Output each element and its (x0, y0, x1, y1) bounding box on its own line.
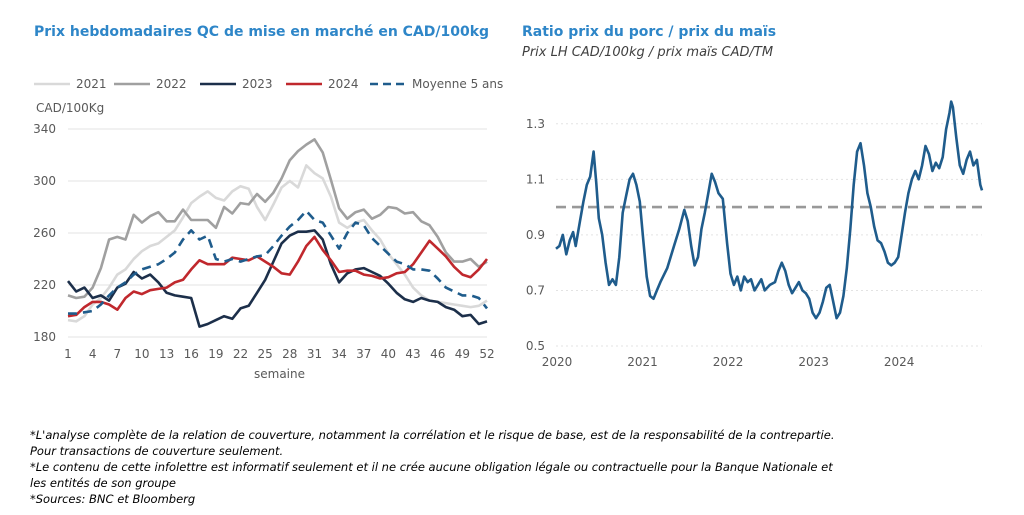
legend-label: 2022 (156, 77, 187, 91)
y-tick-label: 180 (33, 330, 56, 344)
x-tick-label: 16 (184, 347, 199, 361)
x-tick-label: 52 (479, 347, 494, 361)
series-line (555, 100, 984, 320)
x-tick-label: 10 (134, 347, 149, 361)
x-tick-label: 2023 (798, 355, 829, 369)
x-tick-label: 28 (282, 347, 297, 361)
footnote: *Le contenu de cette infolettre est info… (30, 460, 833, 474)
legend-label: Moyenne 5 ans (412, 77, 503, 91)
y-axis-label: CAD/100Kg (36, 101, 104, 115)
chart2-subtitle: Prix LH CAD/100kg / prix maïs CAD/TM (522, 45, 774, 60)
x-tick-label: 40 (381, 347, 396, 361)
series-line (68, 209, 489, 315)
x-tick-label: 25 (258, 347, 273, 361)
x-tick-label: 34 (331, 347, 346, 361)
x-tick-label: 19 (208, 347, 223, 361)
series-line (67, 235, 489, 318)
footnotes: *L'analyse complète de la relation de co… (30, 427, 990, 507)
x-tick-label: 49 (455, 347, 470, 361)
x-tick-label: 7 (113, 347, 121, 361)
y-tick-label: 0.9 (526, 228, 545, 242)
y-tick-label: 1.3 (526, 117, 545, 131)
chart1-title: Prix hebdomadaires QC de mise en marché … (34, 24, 490, 40)
ratio-chart: 0.5 0.7 0.9 1.1 1.3 2020 2021 2022 2023 2024 (526, 100, 984, 369)
legend-label: 2023 (242, 77, 273, 91)
x-tick-label: 37 (356, 347, 371, 361)
series-line (67, 164, 488, 323)
x-tick-label: 2020 (542, 355, 573, 369)
y-tick-label: 340 (33, 122, 56, 136)
y-tick-label: 300 (33, 174, 56, 188)
footnote: *Sources: BNC et Bloomberg (30, 492, 196, 506)
chart2-title: Ratio prix du porc / prix du maïs (522, 24, 777, 40)
footnote: *L'analyse complète de la relation de co… (30, 428, 835, 442)
legend-label: 2021 (76, 77, 107, 91)
y-tick-label: 220 (33, 278, 56, 292)
x-tick-label: 22 (233, 347, 248, 361)
series-line (66, 229, 488, 328)
footnote: les entités de son groupe (30, 476, 176, 490)
footnote: Pour transactions de couverture seulemen… (30, 444, 284, 458)
x-tick-label: 4 (89, 347, 97, 361)
x-tick-label: 46 (430, 347, 445, 361)
x-tick-label: 2024 (884, 355, 915, 369)
x-tick-label: 2021 (627, 355, 658, 369)
series-line (67, 138, 488, 300)
weekly-price-chart: 180 220 260 300 340 1 4 7 10 13 16 19 22 25 28 31 34 37 40… (33, 77, 503, 381)
y-tick-label: 0.7 (526, 283, 545, 297)
y-tick-label: 0.5 (526, 339, 545, 353)
x-tick-label: 31 (307, 347, 322, 361)
x-tick-label: 1 (64, 347, 72, 361)
y-tick-label: 260 (33, 226, 56, 240)
x-tick-label: 43 (405, 347, 420, 361)
legend-label: 2024 (328, 77, 359, 91)
x-axis-label: semaine (254, 367, 305, 381)
x-tick-label: 2022 (713, 355, 744, 369)
y-tick-label: 1.1 (526, 172, 545, 186)
x-tick-label: 13 (159, 347, 174, 361)
